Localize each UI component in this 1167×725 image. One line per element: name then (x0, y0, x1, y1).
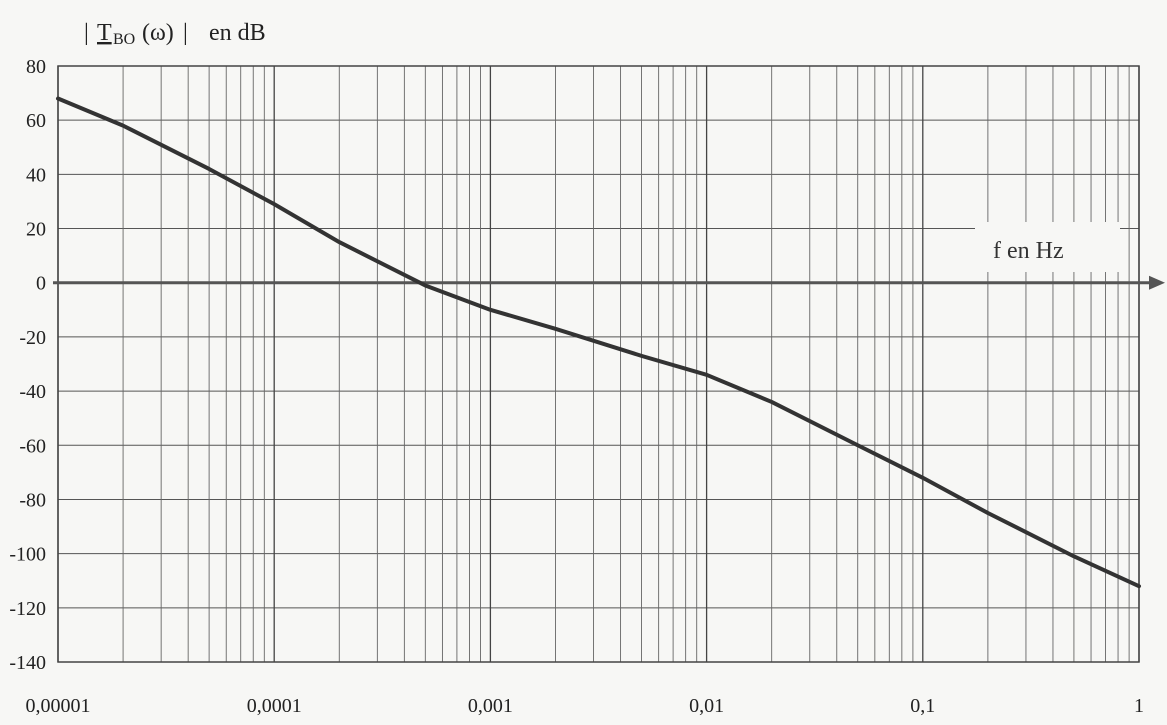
y-tick-labels: 80 60 40 20 0 -20 -40 -60 -80 -100 -120 -140 (9, 56, 46, 674)
grid-layer (57, 65, 1140, 663)
x-tick-label: 0,00001 (26, 695, 91, 717)
y-tick-label: 80 (26, 56, 46, 78)
x-axis-arrow-icon (1149, 275, 1165, 290)
y-tick-label: 40 (26, 164, 46, 186)
title-open-bar: | (84, 20, 89, 46)
y-tick-label: -20 (19, 327, 46, 349)
x-tick-label: 0,1 (910, 695, 935, 717)
y-tick-label: 20 (26, 219, 46, 241)
title-subscript: BO (113, 31, 135, 48)
y-tick-label: 60 (26, 110, 46, 132)
x-tick-label: 0,01 (689, 695, 724, 717)
magnitude-curve-0 (56, 96, 1141, 589)
y-tick-label: -120 (9, 598, 46, 620)
axis-layer (53, 65, 1165, 663)
x-tick-label: 0,0001 (247, 695, 302, 717)
title-omega: (ω) (142, 20, 174, 46)
y-tick-label: -80 (19, 489, 46, 511)
title-close-bar: | (183, 20, 188, 46)
x-tick-label: 0,001 (468, 695, 513, 717)
y-tick-label: 0 (36, 273, 46, 295)
title-unit: en dB (209, 20, 266, 46)
chart-title: | T BO (ω) | en dB (84, 20, 266, 48)
y-tick-label: -40 (19, 381, 46, 403)
x-axis-label: f en Hz (993, 238, 1064, 264)
y-tick-label: -60 (19, 435, 46, 457)
x-axis-label-background (975, 222, 1120, 272)
y-tick-label: -140 (9, 652, 46, 674)
plot-frame (57, 65, 1140, 663)
series-layer (56, 96, 1141, 589)
y-tick-label: -100 (9, 544, 46, 566)
x-tick-labels: 0,00001 0,0001 0,001 0,01 0,1 1 (26, 695, 1145, 717)
title-t: T (97, 20, 112, 46)
x-tick-label: 1 (1134, 695, 1144, 717)
